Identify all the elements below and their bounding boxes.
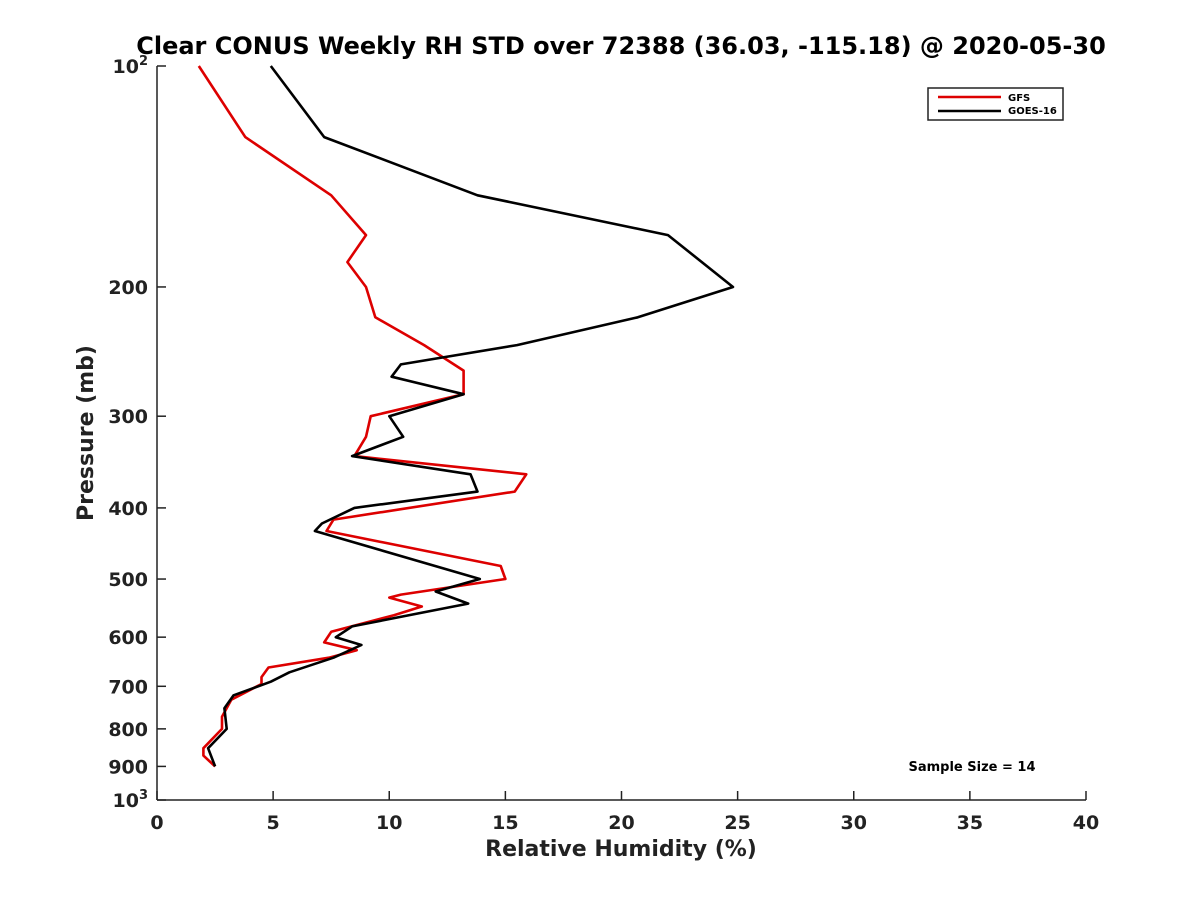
y-tick-label: 800	[108, 719, 148, 741]
x-tick-label: 20	[608, 812, 634, 834]
x-tick-label: 5	[267, 812, 280, 834]
x-axis-label: Relative Humidity (%)	[485, 837, 757, 862]
x-tick-label: 35	[957, 812, 983, 834]
x-tick-label: 15	[492, 812, 518, 834]
series-line-goes16	[206, 65, 735, 767]
y-tick-label: 102	[113, 54, 149, 78]
x-tick-label: 40	[1073, 812, 1099, 834]
x-tick-label: 25	[724, 812, 750, 834]
chart-title: Clear CONUS Weekly RH STD over 72388 (36…	[136, 32, 1106, 60]
legend-box	[927, 87, 1064, 121]
axes: 0 5 10 15 20 25 30 35 40 102 200 300 400 500 600 700 800…	[108, 54, 1099, 834]
legend-label-goes16: GOES-16	[1008, 106, 1057, 117]
y-tick-label: 600	[108, 627, 148, 649]
series-lines	[197, 65, 735, 768]
x-tick-label: 0	[150, 812, 163, 834]
y-tick-label: 700	[108, 676, 148, 698]
sample-size-annotation: Sample Size = 14	[908, 760, 1035, 775]
y-tick-label: 103	[113, 788, 149, 812]
legend: GFS GOES-16	[927, 87, 1064, 121]
y-tick-label: 900	[108, 756, 148, 778]
y-tick-label: 400	[108, 498, 148, 520]
y-tick-label: 500	[108, 569, 148, 591]
y-tick-label: 300	[108, 406, 148, 428]
y-axis-label: Pressure (mb)	[74, 345, 99, 521]
y-tick-label: 200	[108, 277, 148, 299]
series-line-gfs	[197, 65, 528, 768]
x-tick-label: 30	[841, 812, 867, 834]
legend-label-gfs: GFS	[1008, 93, 1030, 104]
x-tick-label: 10	[376, 812, 402, 834]
